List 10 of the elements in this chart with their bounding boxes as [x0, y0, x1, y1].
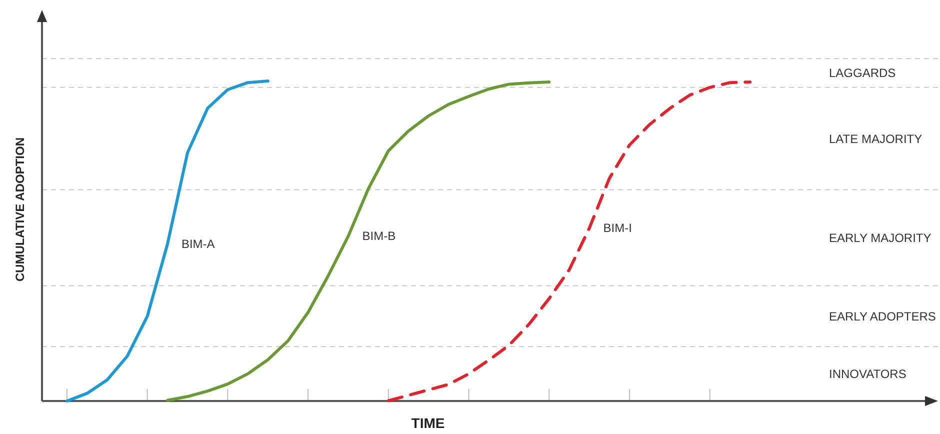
- series-label: BIM-I: [603, 221, 632, 236]
- series-label: BIM-B: [362, 229, 396, 244]
- text: EARLY MAJORITY: [829, 231, 932, 245]
- series-label: BIM-A: [181, 237, 215, 252]
- text: LAGGARDS: [829, 66, 896, 80]
- x-axis-title: TIME: [411, 415, 445, 431]
- text: EARLY ADOPTERS: [829, 309, 936, 324]
- text: LATE MAJORITY: [829, 132, 922, 146]
- y-axis-title: CUMULATIVE ADOPTION: [13, 138, 27, 282]
- text: INNOVATORS: [829, 367, 906, 381]
